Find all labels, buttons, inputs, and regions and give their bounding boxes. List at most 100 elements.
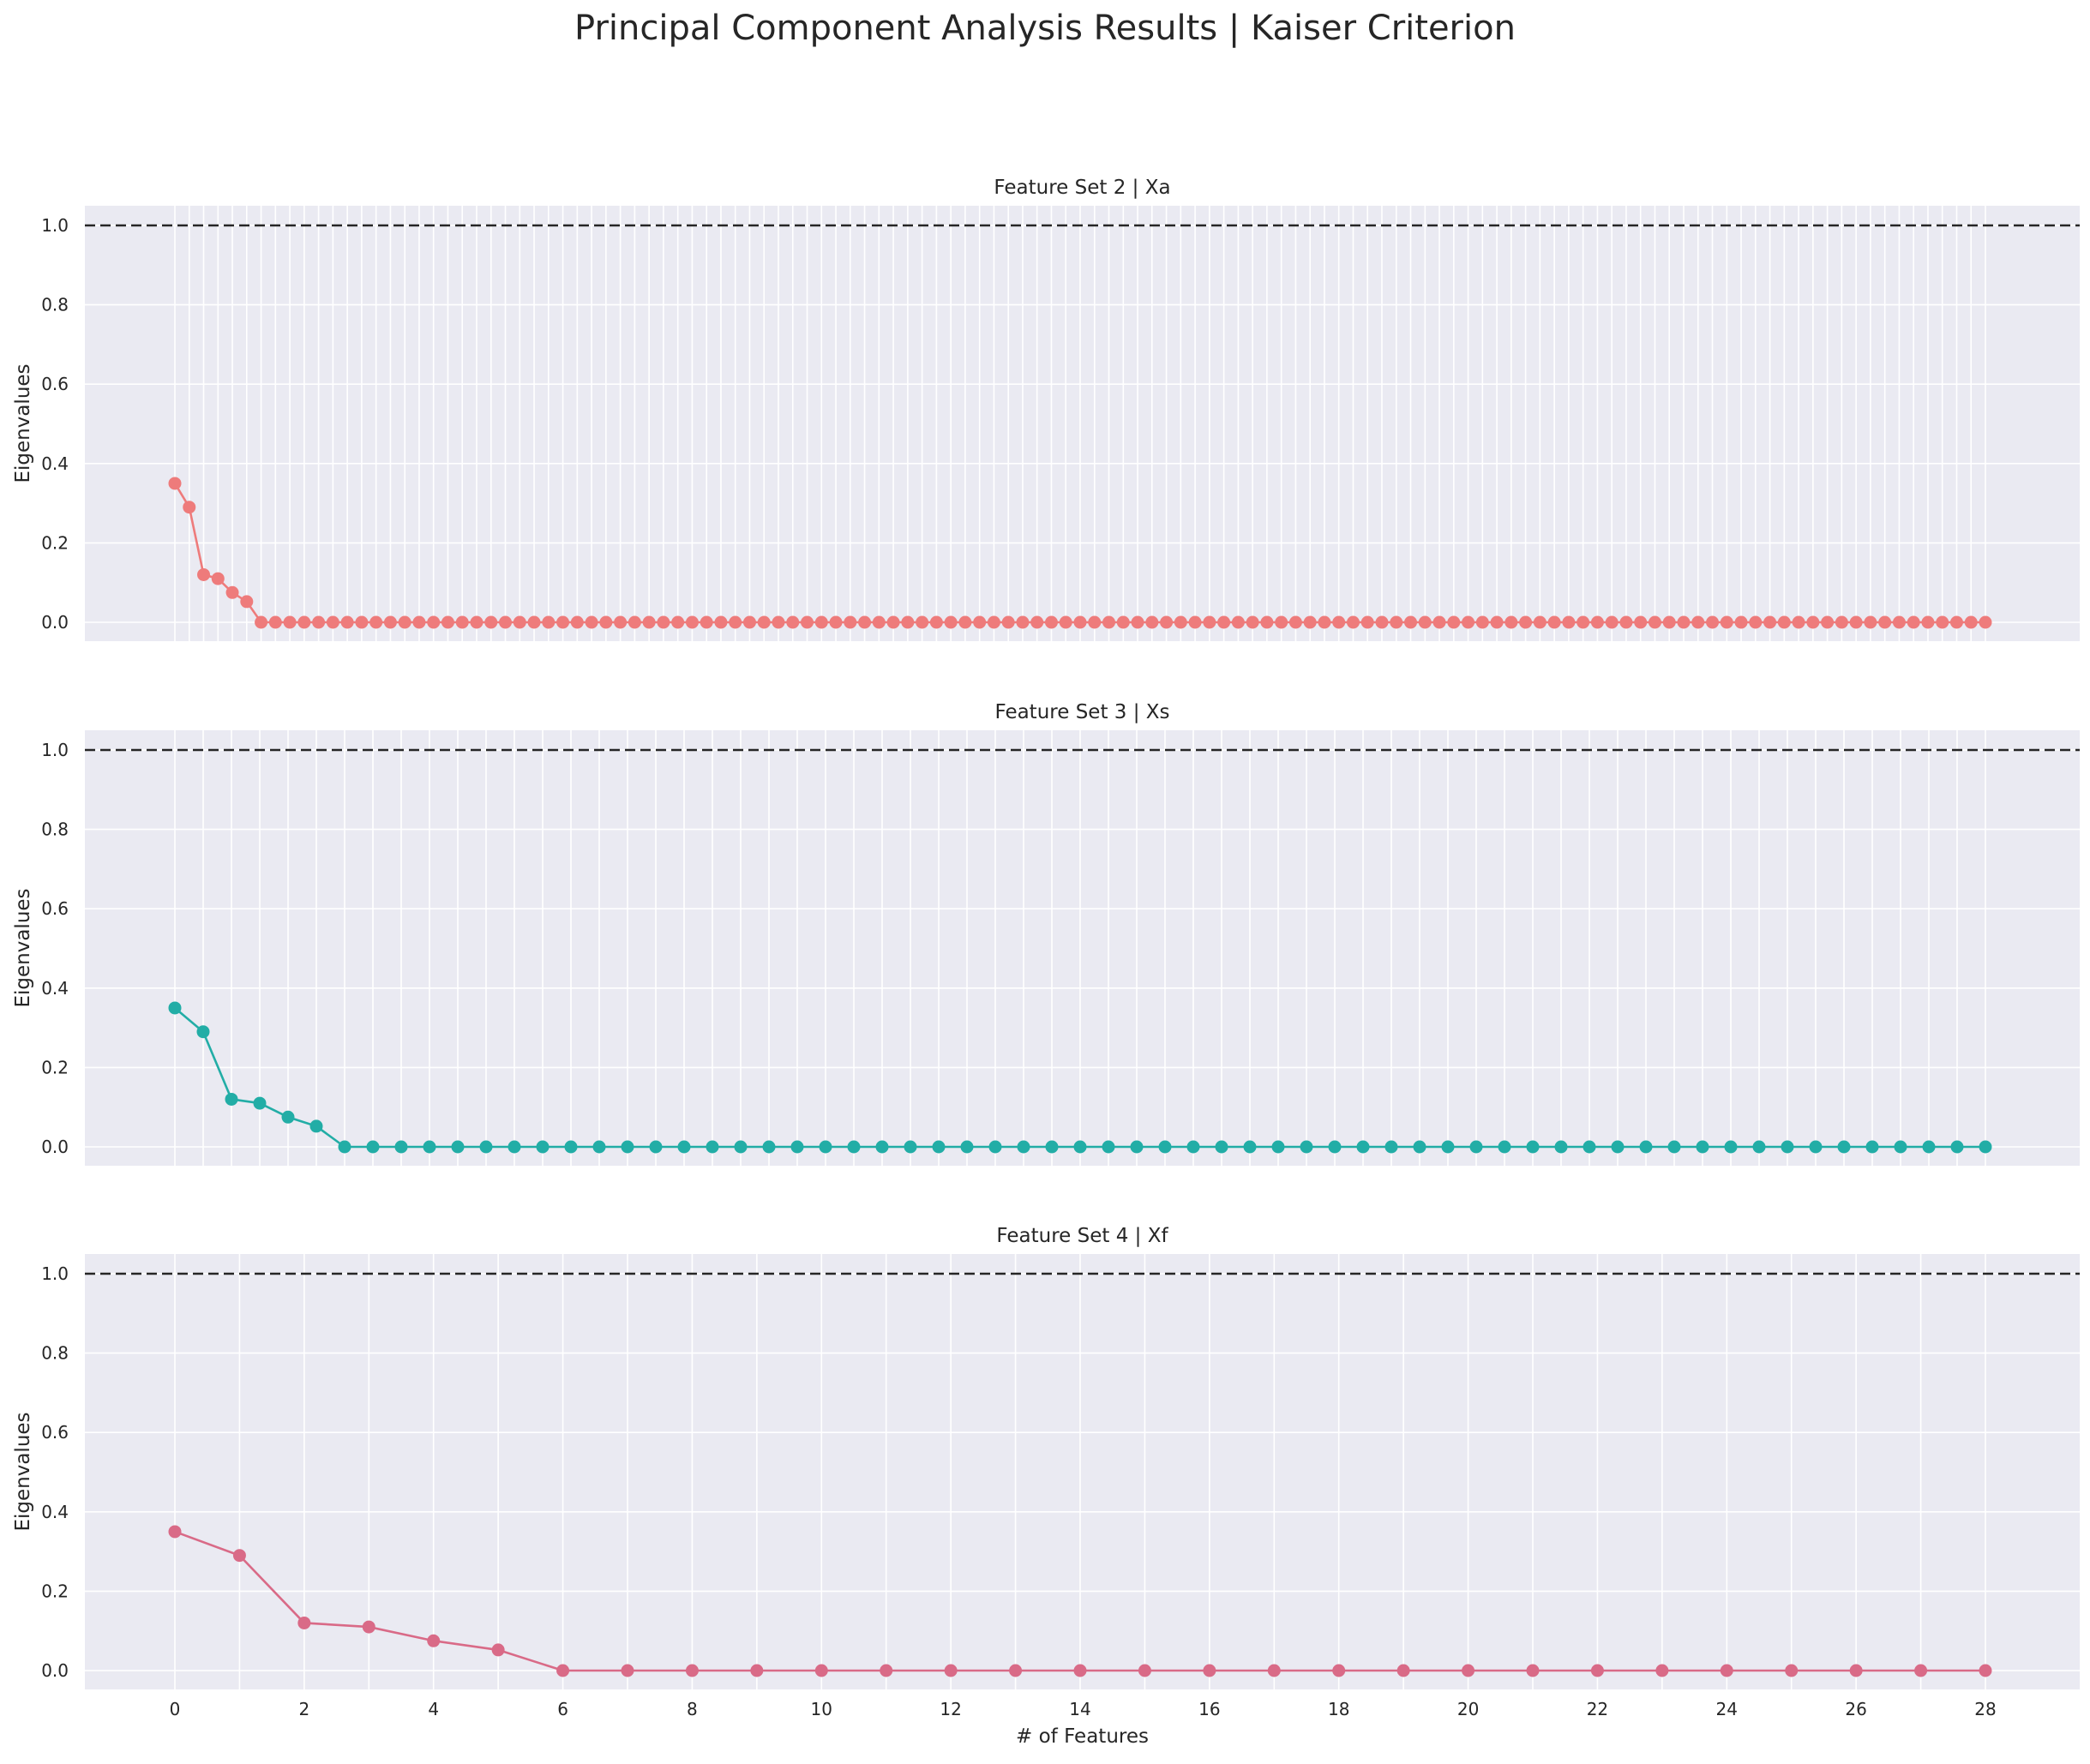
data-point xyxy=(1655,1664,1669,1677)
y-tick-label: 0.6 xyxy=(41,1422,69,1443)
data-point xyxy=(366,1140,380,1154)
data-point xyxy=(1526,1140,1540,1154)
data-point xyxy=(1088,615,1102,629)
data-point xyxy=(973,615,987,629)
data-point xyxy=(1203,615,1216,629)
data-point xyxy=(398,615,411,629)
data-point xyxy=(1186,1140,1200,1154)
data-point xyxy=(1243,1140,1257,1154)
x-tick-label: 8 xyxy=(687,1699,698,1719)
data-point xyxy=(1979,1140,1992,1154)
data-point xyxy=(268,615,282,629)
data-point xyxy=(1246,615,1259,629)
data-point xyxy=(685,1664,699,1677)
data-point xyxy=(1328,1140,1342,1154)
data-point xyxy=(1611,1140,1625,1154)
figure-title: Principal Component Analysis Results | K… xyxy=(574,9,1516,48)
data-point xyxy=(383,615,397,629)
data-point xyxy=(1160,615,1174,629)
data-point xyxy=(168,477,182,490)
data-point xyxy=(542,615,556,629)
x-tick-label: 26 xyxy=(1845,1699,1866,1719)
data-point xyxy=(819,1140,832,1154)
data-point xyxy=(814,1664,828,1677)
data-point xyxy=(1734,615,1748,629)
data-point xyxy=(628,615,641,629)
x-tick-label: 2 xyxy=(298,1699,309,1719)
x-tick-label: 28 xyxy=(1974,1699,1996,1719)
data-point xyxy=(427,1634,441,1647)
data-point xyxy=(309,1119,323,1133)
data-point xyxy=(570,615,584,629)
data-point xyxy=(1432,615,1446,629)
plot-area xyxy=(85,730,2080,1166)
y-tick-label: 0.4 xyxy=(41,1502,69,1522)
data-point xyxy=(1418,615,1432,629)
data-point xyxy=(1390,615,1403,629)
x-tick-label: 14 xyxy=(1069,1699,1090,1719)
data-point xyxy=(729,615,742,629)
data-point xyxy=(556,615,570,629)
panel-2: 0.0 0.2 0.4 0.6 0.8 1.0 Feature Set 3 | Xs Eige… xyxy=(12,701,2080,1166)
data-point xyxy=(1475,615,1489,629)
data-point xyxy=(649,1140,663,1154)
data-point xyxy=(1792,615,1805,629)
y-tick-label: 0.4 xyxy=(41,978,69,999)
data-point xyxy=(706,1140,719,1154)
data-point xyxy=(1979,1664,1992,1677)
data-point xyxy=(750,1664,764,1677)
data-point xyxy=(1498,1140,1511,1154)
data-point xyxy=(168,1001,182,1015)
data-point xyxy=(427,615,441,629)
data-point xyxy=(1016,615,1030,629)
data-point xyxy=(901,615,915,629)
data-point xyxy=(168,1525,182,1539)
data-point xyxy=(592,1140,606,1154)
data-point xyxy=(1030,615,1044,629)
x-tick-label: 0 xyxy=(170,1699,181,1719)
x-tick-label: 24 xyxy=(1716,1699,1738,1719)
data-point xyxy=(455,615,469,629)
data-point xyxy=(714,615,728,629)
data-point xyxy=(1849,615,1863,629)
y-tick-label: 1.0 xyxy=(41,215,69,236)
data-point xyxy=(886,615,900,629)
y-tick-label: 0.2 xyxy=(41,532,69,553)
data-point xyxy=(671,615,685,629)
data-point xyxy=(340,615,354,629)
data-point xyxy=(197,567,211,581)
data-point xyxy=(369,615,383,629)
panel-title: Feature Set 3 | Xs xyxy=(994,701,1169,723)
data-point xyxy=(1921,615,1935,629)
data-point xyxy=(312,615,326,629)
data-point xyxy=(1648,615,1661,629)
data-point xyxy=(183,501,196,514)
data-point xyxy=(872,615,886,629)
data-point xyxy=(232,1549,246,1563)
data-point xyxy=(556,1664,570,1677)
data-point xyxy=(1590,615,1604,629)
data-point xyxy=(1634,615,1648,629)
data-point xyxy=(1044,615,1058,629)
x-tick-label: 10 xyxy=(811,1699,832,1719)
data-point xyxy=(932,1140,946,1154)
data-point xyxy=(479,1140,493,1154)
data-point xyxy=(1462,1664,1475,1677)
data-point xyxy=(499,615,513,629)
data-point xyxy=(1318,615,1331,629)
data-point xyxy=(1174,615,1187,629)
data-point xyxy=(1752,1140,1766,1154)
y-axis-label: Eigenvalues xyxy=(12,888,34,1007)
data-point xyxy=(944,1664,958,1677)
data-point xyxy=(1781,1140,1794,1154)
data-point xyxy=(338,1140,351,1154)
data-point xyxy=(1017,1140,1030,1154)
data-point xyxy=(1215,1140,1228,1154)
data-point xyxy=(880,1664,893,1677)
data-point xyxy=(599,615,613,629)
data-point xyxy=(762,1140,776,1154)
data-point xyxy=(742,615,756,629)
data-point xyxy=(1332,615,1346,629)
x-tick-label: 6 xyxy=(557,1699,568,1719)
